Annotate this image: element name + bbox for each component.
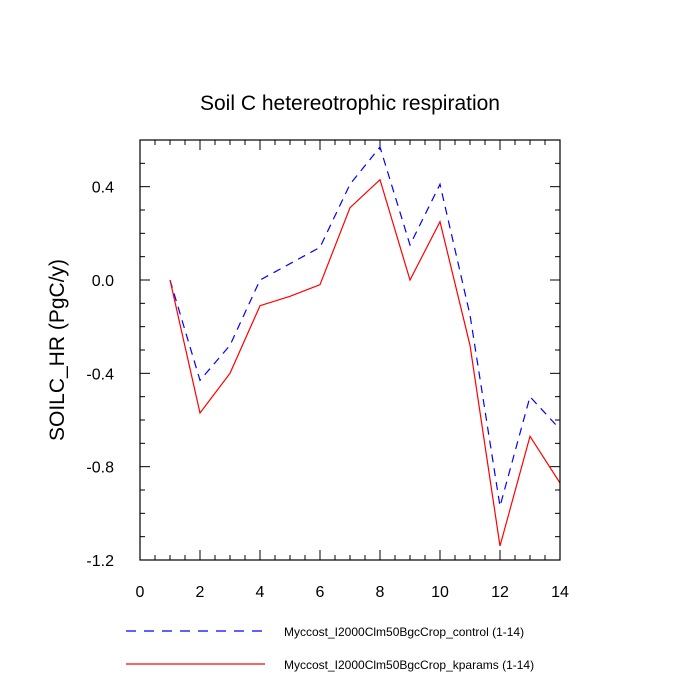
legend-label-2: Myccost_I2000Clm50BgcCrop_kparams (1-14) [284,658,534,672]
y-axis-label: SOILC_HR (PgC/y) [46,259,69,441]
x-tick-label: 2 [196,584,205,601]
y-tick-label: 0.0 [92,273,114,290]
x-tick-label: 6 [316,584,325,601]
plot-frame [139,139,561,561]
x-tick-label: 14 [551,584,569,601]
legend: Myccost_I2000Clm50BgcCrop_control (1-14)… [126,625,534,672]
y-tick-label: 0.4 [92,180,114,197]
y-tick-label: -1.2 [86,553,114,570]
series-line-2 [169,178,561,547]
legend-label-1: Myccost_I2000Clm50BgcCrop_control (1-14) [284,625,524,639]
axis-ticks [139,139,561,561]
x-tick-label: 4 [256,584,265,601]
series-line-1 [169,145,561,507]
series-lines [169,145,561,547]
x-tick-label: 12 [491,584,509,601]
x-tick-label: 8 [376,584,385,601]
y-tick-label: -0.4 [86,366,114,383]
x-tick-label: 0 [136,584,145,601]
tick-labels: 0 2 4 6 8 10 12 14 -1.2 -0.8 -0.4 0.0 0.4 [86,180,569,601]
chart-title: Soil C hetereotrophic respiration [200,92,500,115]
x-tick-label: 10 [431,584,449,601]
y-tick-label: -0.8 [86,460,114,477]
